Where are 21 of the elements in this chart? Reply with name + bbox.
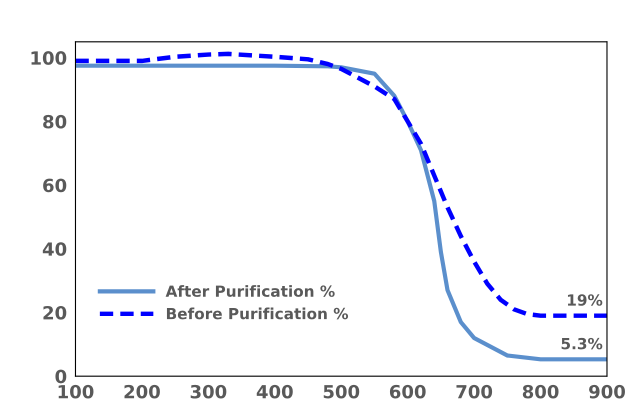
x-tick-label: 800 [522, 384, 559, 399]
line-series [75, 64, 607, 362]
y-tick-label: 20 [43, 306, 66, 320]
y-tick-label: 80 [43, 114, 66, 129]
legend-label: After Purification % [166, 285, 335, 297]
x-tick-label: 400 [256, 384, 293, 399]
x-tick-label: 300 [190, 384, 226, 399]
y-tick-label: 60 [43, 178, 66, 192]
x-tick-label: 100 [58, 384, 94, 399]
x-tick-label: 600 [390, 384, 426, 399]
y-tick-label: 0 [55, 370, 66, 384]
x-tick-label: 200 [124, 384, 160, 399]
annotation: 19% [568, 294, 602, 306]
x-tick-label: 900 [589, 384, 625, 399]
y-tick-label: 40 [42, 242, 66, 256]
line-series [75, 52, 607, 318]
x-tick-label: 700 [456, 384, 492, 399]
y-tick-label: 100 [31, 51, 66, 65]
legend-label: Before Purification % [166, 308, 348, 320]
annotation: 5.3% [562, 338, 602, 350]
x-tick-label: 500 [324, 384, 360, 399]
